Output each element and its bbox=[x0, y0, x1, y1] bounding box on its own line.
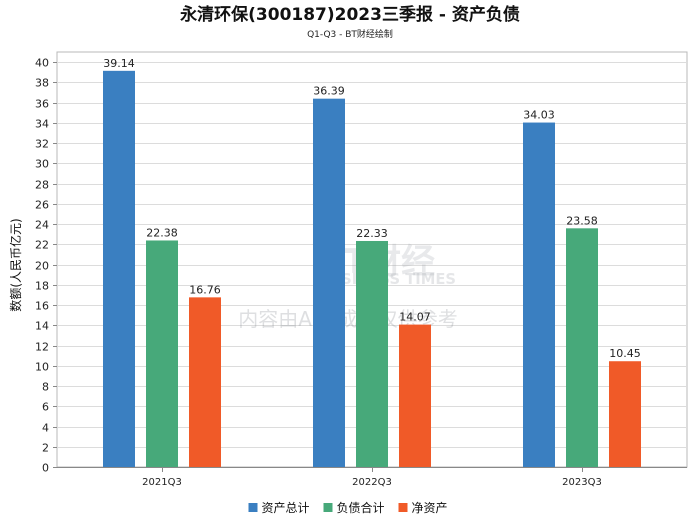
data-label: 14.07 bbox=[399, 311, 431, 324]
y-tick-label: 32 bbox=[35, 138, 49, 151]
y-tick-label: 4 bbox=[42, 422, 49, 435]
data-label: 16.76 bbox=[189, 283, 221, 296]
data-label: 22.38 bbox=[146, 226, 178, 239]
y-tick-label: 8 bbox=[42, 381, 49, 394]
bar bbox=[356, 240, 388, 467]
y-tick-label: 16 bbox=[35, 300, 49, 313]
x-tick-label: 2021Q3 bbox=[142, 477, 182, 488]
y-tick-label: 26 bbox=[35, 199, 49, 212]
x-tick-label: 2022Q3 bbox=[352, 477, 392, 488]
y-tick-label: 22 bbox=[35, 239, 49, 252]
y-tick-label: 14 bbox=[35, 320, 49, 333]
y-tick-label: 6 bbox=[42, 401, 49, 414]
legend-swatch bbox=[398, 503, 408, 512]
y-axis-label: 数额(人民币亿元) bbox=[8, 218, 23, 311]
y-tick-label: 20 bbox=[35, 260, 49, 273]
bar bbox=[189, 297, 221, 467]
y-tick-label: 2 bbox=[42, 442, 49, 455]
y-tick-label: 38 bbox=[35, 77, 49, 90]
bar bbox=[313, 98, 345, 467]
legend-swatch bbox=[323, 503, 333, 512]
legend-label: 净资产 bbox=[412, 501, 448, 515]
data-label: 39.14 bbox=[103, 57, 135, 70]
legend: 资产总计 负债合计 净资产 bbox=[248, 500, 448, 515]
x-tick-label: 2023Q3 bbox=[562, 477, 602, 488]
y-tick-label: 24 bbox=[35, 219, 49, 232]
axes: 0246810121416182022242628303234363840202… bbox=[35, 57, 687, 488]
data-label: 10.45 bbox=[609, 347, 641, 360]
bar bbox=[523, 122, 555, 468]
y-tick-label: 36 bbox=[35, 98, 49, 111]
bar bbox=[103, 70, 135, 467]
bar bbox=[146, 240, 178, 467]
data-label: 36.39 bbox=[313, 85, 345, 98]
bar bbox=[609, 361, 641, 467]
y-tick-label: 28 bbox=[35, 179, 49, 192]
y-tick-label: 10 bbox=[35, 361, 49, 374]
data-label: 23.58 bbox=[566, 214, 598, 227]
y-tick-label: 18 bbox=[35, 280, 49, 293]
legend-swatch bbox=[248, 503, 258, 512]
chart-title: 永清环保(300187)2023三季报 - 资产负债 bbox=[179, 4, 520, 25]
y-tick-label: 34 bbox=[35, 118, 49, 131]
chart-subtitle: Q1-Q3 - BT财经绘制 bbox=[307, 28, 393, 40]
bar bbox=[399, 324, 431, 467]
bar bbox=[566, 228, 598, 467]
y-tick-label: 12 bbox=[35, 341, 49, 354]
y-tick-label: 40 bbox=[35, 57, 49, 70]
y-tick-label: 30 bbox=[35, 158, 49, 171]
legend-label: 负债合计 bbox=[337, 500, 385, 515]
legend-label: 资产总计 bbox=[262, 501, 310, 515]
data-label: 22.33 bbox=[356, 227, 388, 240]
bars: 39.14 22.38 16.76 36.39 22.33 14.07 34.03 23.58… bbox=[103, 57, 641, 468]
data-label: 34.03 bbox=[523, 109, 555, 122]
y-tick-label: 0 bbox=[42, 462, 49, 475]
